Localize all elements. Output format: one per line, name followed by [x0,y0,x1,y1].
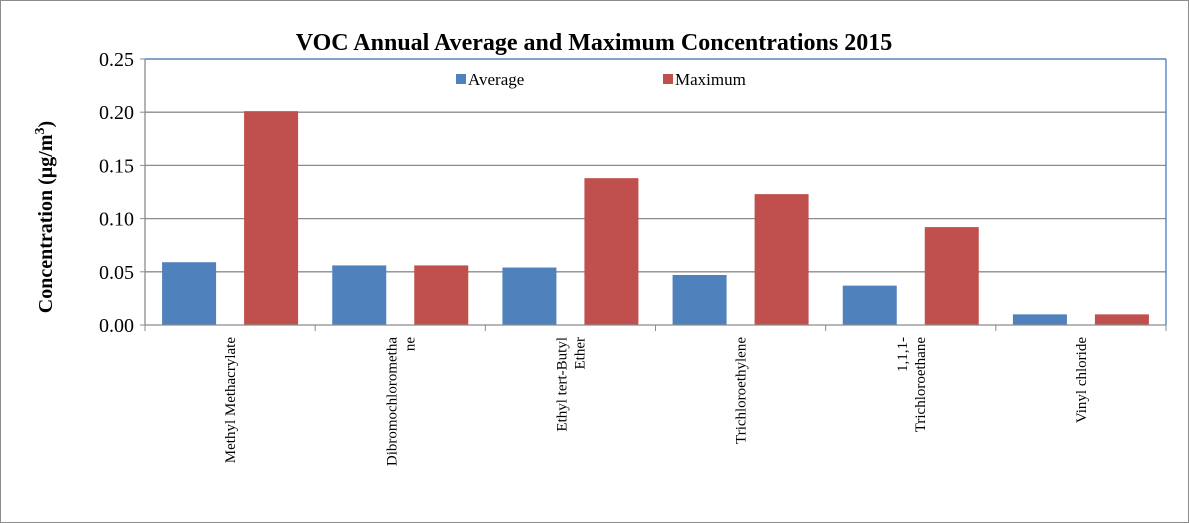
x-category-label-line: ne [402,337,418,352]
x-axis: Methyl Methacrylate Dibromochlorometha ne E… [144,324,1167,466]
y-tick-label: 0.20 [99,102,134,124]
x-category-label: 1,1,1- Trichloroethane [895,337,929,433]
x-category-label-line: Ethyl tert-Butyl [554,337,570,432]
bar-average [502,267,557,325]
y-axis: 0.00 0.05 0.10 0.15 0.20 0.25 [99,49,146,337]
bar-average [332,265,387,325]
chart-legend: Average Maximum [456,70,746,89]
bar-maximum [244,111,299,325]
legend-label-maximum: Maximum [675,70,746,89]
y-tick-label: 0.05 [99,262,134,284]
x-category-label: Methyl Methacrylate [223,337,239,464]
x-category-label: Vinyl chloride [1074,337,1090,424]
legend-label-average: Average [468,70,524,89]
bar-maximum [584,178,639,325]
y-tick-label: 0.00 [99,315,134,337]
bar-average [672,274,727,325]
chart-title: VOC Annual Average and Maximum Concentra… [296,30,892,56]
x-category-label-line: Ether [572,337,588,369]
x-category-label: Dibromochlorometha ne [384,337,418,466]
legend-swatch-average [456,74,466,84]
bar-average [842,285,897,325]
bar-maximum [1094,314,1149,325]
bar-maximum [754,194,809,325]
bar-average [1012,314,1067,325]
x-category-label-line: Dibromochlorometha [384,337,400,466]
x-category-label: Trichloroethylene [734,337,750,444]
bar-maximum [924,227,979,325]
legend-swatch-maximum [663,74,673,84]
x-category-label-line: Vinyl chloride [1074,337,1090,424]
x-category-label-line: 1,1,1- [895,337,911,372]
y-tick-label: 0.10 [99,209,134,231]
x-category-label-line: Trichloroethane [913,337,929,433]
plot-area [145,58,1167,325]
y-tick-label: 0.25 [99,49,134,71]
x-category-label-line: Trichloroethylene [734,337,750,444]
x-category-label-line: Methyl Methacrylate [223,337,239,464]
x-category-label: Ethyl tert-Butyl Ether [554,337,588,432]
bar-average [162,262,217,325]
y-axis-label: Concentration (µg/m3) [33,121,57,313]
bar-maximum [414,265,469,325]
y-tick-label: 0.15 [99,155,134,177]
